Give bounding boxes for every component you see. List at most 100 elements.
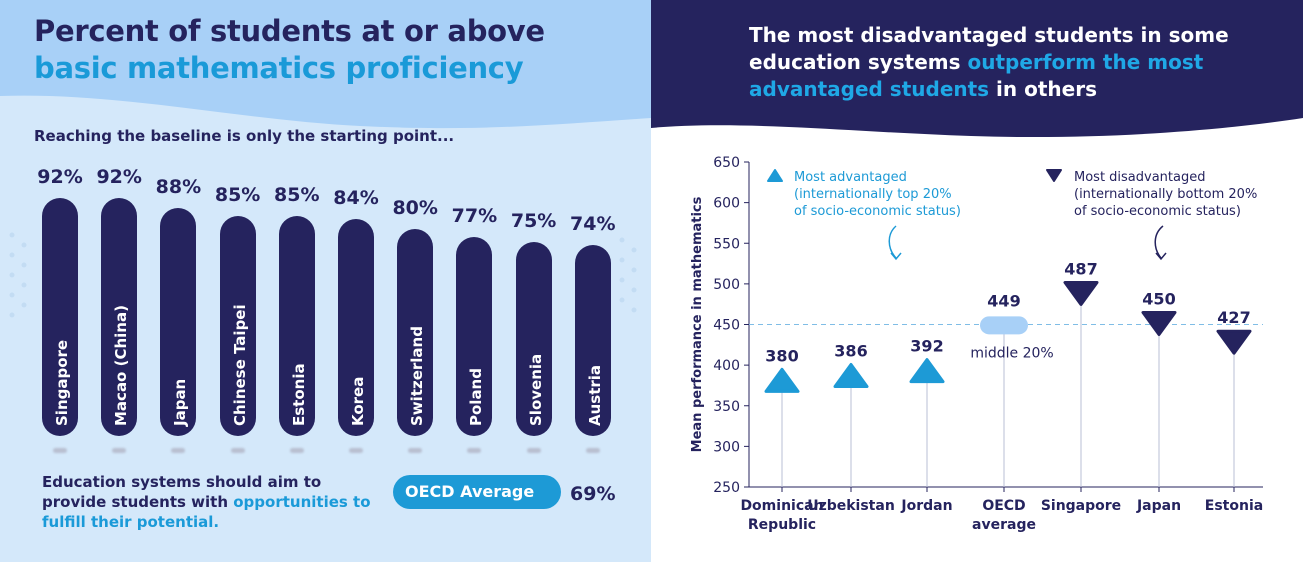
right-header-background bbox=[651, 0, 1303, 138]
y-tick-label: 550 bbox=[713, 236, 740, 252]
left-background bbox=[0, 0, 651, 318]
marker-most-disadvantaged bbox=[1063, 280, 1099, 306]
bottom-message: Education systems should aim to provide … bbox=[42, 472, 382, 532]
dot-texture bbox=[9, 232, 637, 318]
legend-disadvantaged-title: Most disadvantaged bbox=[1074, 170, 1206, 185]
legend-disadvantaged-desc: of socio-economic status) bbox=[1074, 204, 1241, 219]
left-subtitle: Reaching the baseline is only the starti… bbox=[34, 127, 455, 145]
legend-advantaged-icon bbox=[767, 169, 783, 182]
bar-shadow bbox=[467, 448, 482, 453]
x-category-label: Japan bbox=[1136, 498, 1181, 514]
point-value-label: 450 bbox=[1142, 290, 1175, 309]
legend-disadvantaged-icon bbox=[1046, 169, 1062, 182]
bar-value-label: 88% bbox=[155, 176, 202, 199]
left-title-line1: Percent of students at or above bbox=[34, 14, 545, 48]
bar-category-label: Switzerland bbox=[408, 326, 427, 426]
y-axis-title: Mean performance in mathematics bbox=[690, 196, 705, 452]
bar-value-label: 80% bbox=[392, 197, 438, 220]
x-category-label: average bbox=[972, 517, 1036, 533]
bar-slovenia: Slovenia bbox=[515, 241, 552, 436]
left-panel: Percent of students at or above basic ma… bbox=[0, 0, 651, 562]
bar-value-label: 75% bbox=[510, 209, 557, 232]
bar-korea: Korea bbox=[338, 218, 374, 436]
y-tick-label: 500 bbox=[713, 277, 740, 293]
legend-disadvantaged-desc: (internationally bottom 20% bbox=[1074, 187, 1257, 202]
legend-advantaged-desc: of socio-economic status) bbox=[794, 204, 961, 219]
x-category-label: Dominican bbox=[740, 498, 823, 514]
bar-category-label: Macao (China) bbox=[112, 305, 131, 426]
bar-shadow bbox=[408, 448, 423, 453]
legend-advantaged-arrowhead bbox=[890, 252, 902, 261]
x-category-label: OECD bbox=[982, 498, 1025, 514]
bar-macao-china-: Macao (China) bbox=[101, 198, 138, 436]
bar-value-label: 92% bbox=[96, 166, 142, 188]
bar-shadow bbox=[349, 448, 363, 453]
oecd-average-value: 69% bbox=[570, 483, 616, 505]
marker-most-advantaged bbox=[833, 363, 869, 388]
bar-poland: Poland bbox=[456, 236, 493, 436]
x-category-label: Jordan bbox=[900, 498, 952, 514]
marker-most-disadvantaged bbox=[1141, 311, 1177, 336]
point-value-label: 386 bbox=[834, 342, 867, 361]
right-title-highlight: outperform the most advantaged students bbox=[749, 50, 1204, 101]
point-value-label: 380 bbox=[765, 346, 798, 365]
y-tick-label: 250 bbox=[713, 480, 740, 496]
bar-shadow bbox=[230, 448, 245, 453]
y-tick-label: 300 bbox=[713, 439, 740, 455]
bar-category-label: Japan bbox=[171, 378, 190, 426]
x-category-label: Republic bbox=[748, 517, 816, 533]
marker-most-disadvantaged bbox=[1216, 329, 1252, 355]
legend-advantaged-title: Most advantaged bbox=[794, 170, 907, 185]
legend-advantaged-desc: (internationally top 20% bbox=[794, 187, 952, 202]
bar-shadow bbox=[112, 448, 127, 453]
performance-chart: 250 300 350 400 450 500 550 600 650 Mean performa… bbox=[690, 155, 1263, 533]
bar-shadow bbox=[171, 448, 186, 453]
right-panel: The most disadvantaged students in some … bbox=[651, 0, 1303, 562]
bar-category-label: Poland bbox=[467, 368, 486, 426]
bar-austria: Austria bbox=[574, 244, 611, 436]
x-category-label: Singapore bbox=[1041, 498, 1121, 514]
point-value-label: 427 bbox=[1217, 308, 1250, 327]
bar-shadow bbox=[53, 448, 67, 453]
bar-shadow bbox=[585, 448, 600, 453]
x-category-label: Uzbekistan bbox=[807, 498, 895, 514]
bar-value-label: 92% bbox=[37, 166, 83, 188]
right-title-part1: The most disadvantaged students in some … bbox=[749, 23, 1229, 74]
y-tick-label: 450 bbox=[713, 318, 740, 334]
bar-switzerland: Switzerland bbox=[397, 229, 434, 436]
y-tick-label: 350 bbox=[713, 399, 740, 415]
point-value-label: 392 bbox=[910, 337, 943, 356]
bar-value-label: 74% bbox=[570, 212, 616, 235]
bar-singapore: Singapore bbox=[42, 198, 78, 436]
bar-category-label: Singapore bbox=[53, 339, 71, 426]
bar-value-label: 85% bbox=[214, 184, 261, 207]
oecd-average-pill: OECD Average bbox=[393, 475, 561, 509]
bar-estonia: Estonia bbox=[278, 216, 315, 436]
right-title-part2: in others bbox=[989, 77, 1097, 101]
bar-value-label: 77% bbox=[451, 204, 498, 227]
x-category-label: Estonia bbox=[1205, 498, 1263, 514]
point-value-label: 487 bbox=[1064, 259, 1097, 278]
bar-category-label: Slovenia bbox=[526, 353, 545, 426]
marker-middle-20 bbox=[980, 316, 1028, 335]
legend-advantaged-arrow bbox=[888, 225, 897, 259]
left-title-line2: basic mathematics proficiency bbox=[34, 51, 524, 85]
marker-most-advantaged bbox=[909, 358, 945, 384]
bar-category-label: Chinese Taipei bbox=[230, 304, 249, 426]
y-tick-label: 400 bbox=[713, 358, 740, 374]
bar-category-label: Korea bbox=[349, 376, 367, 426]
bottom-message-highlight: opportunities to fulfill their potential… bbox=[42, 493, 371, 531]
bar-shadow bbox=[289, 448, 304, 453]
bar-category-label: Austria bbox=[585, 364, 604, 426]
y-tick-label: 600 bbox=[713, 196, 740, 212]
y-tick-label: 650 bbox=[713, 155, 740, 171]
bar-value-label: 84% bbox=[333, 186, 379, 209]
legend-disadvantaged-arrowhead bbox=[1155, 252, 1167, 261]
bar-japan: Japan bbox=[160, 208, 197, 436]
marker-most-advantaged bbox=[764, 367, 800, 393]
bar-chinese-taipei: Chinese Taipei bbox=[219, 216, 256, 436]
right-title: The most disadvantaged students in some … bbox=[749, 22, 1249, 103]
bar-shadow bbox=[526, 448, 541, 453]
point-value-label: 449 bbox=[987, 291, 1020, 310]
bottom-message-text: Education systems should aim to provide … bbox=[42, 473, 322, 511]
